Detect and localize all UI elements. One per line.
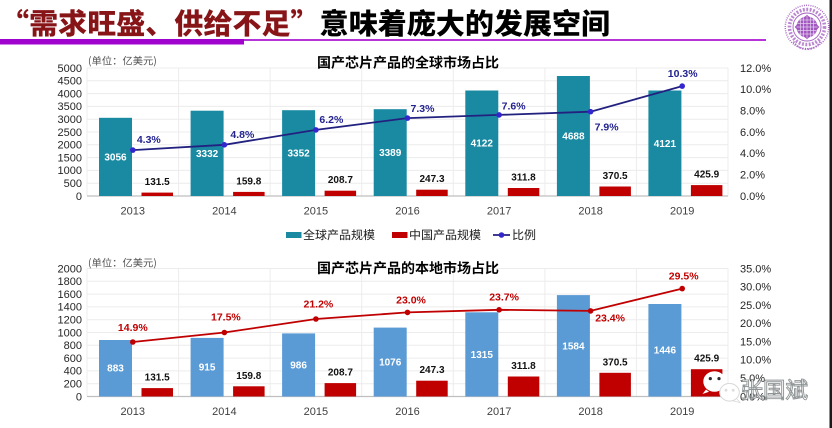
svg-text:1446: 1446 bbox=[654, 346, 677, 357]
svg-text:425.9: 425.9 bbox=[694, 354, 719, 365]
svg-text:3332: 3332 bbox=[196, 149, 219, 160]
svg-text:200: 200 bbox=[64, 379, 82, 391]
svg-text:6.0%: 6.0% bbox=[740, 127, 765, 139]
svg-text:500: 500 bbox=[64, 178, 82, 190]
svg-text:2000: 2000 bbox=[58, 263, 82, 275]
svg-text:7.6%: 7.6% bbox=[502, 100, 527, 112]
svg-text:131.5: 131.5 bbox=[145, 373, 170, 384]
svg-text:25.0%: 25.0% bbox=[740, 300, 771, 312]
svg-text:0: 0 bbox=[76, 391, 82, 403]
svg-text:1500: 1500 bbox=[58, 152, 82, 164]
svg-text:600: 600 bbox=[64, 353, 82, 365]
svg-text:2000: 2000 bbox=[58, 140, 82, 152]
svg-text:2014: 2014 bbox=[212, 206, 236, 218]
svg-text:2016: 2016 bbox=[395, 406, 419, 418]
svg-text:159.8: 159.8 bbox=[236, 371, 261, 382]
svg-text:5000: 5000 bbox=[58, 63, 82, 75]
svg-text:2017: 2017 bbox=[487, 406, 511, 418]
svg-text:7.3%: 7.3% bbox=[411, 103, 436, 115]
svg-text:1200: 1200 bbox=[58, 315, 82, 327]
svg-text:1400: 1400 bbox=[58, 302, 82, 314]
svg-text:2014: 2014 bbox=[212, 406, 236, 418]
svg-text:208.7: 208.7 bbox=[328, 175, 353, 186]
svg-text:15.0%: 15.0% bbox=[740, 336, 771, 348]
svg-text:370.5: 370.5 bbox=[603, 171, 628, 182]
svg-text:23.7%: 23.7% bbox=[489, 291, 519, 303]
svg-text:2.0%: 2.0% bbox=[740, 170, 765, 182]
svg-text:1000: 1000 bbox=[58, 165, 82, 177]
svg-text:247.3: 247.3 bbox=[419, 365, 444, 376]
svg-text:2013: 2013 bbox=[121, 206, 145, 218]
svg-text:1800: 1800 bbox=[58, 276, 82, 288]
svg-text:2018: 2018 bbox=[578, 206, 602, 218]
svg-text:2015: 2015 bbox=[304, 406, 328, 418]
svg-text:23.0%: 23.0% bbox=[396, 294, 426, 306]
svg-text:1584: 1584 bbox=[562, 341, 585, 352]
svg-text:14.9%: 14.9% bbox=[118, 322, 148, 334]
svg-text:4.0%: 4.0% bbox=[740, 148, 765, 160]
svg-text:1076: 1076 bbox=[379, 358, 402, 369]
svg-text:800: 800 bbox=[64, 340, 82, 352]
svg-text:17.5%: 17.5% bbox=[211, 312, 241, 324]
svg-text:311.8: 311.8 bbox=[511, 361, 536, 372]
svg-text:986: 986 bbox=[290, 360, 307, 371]
svg-text:35.0%: 35.0% bbox=[740, 263, 771, 275]
svg-text:425.9: 425.9 bbox=[694, 170, 719, 181]
svg-text:0.0%: 0.0% bbox=[740, 191, 765, 203]
svg-text:2016: 2016 bbox=[395, 206, 419, 218]
svg-text:4122: 4122 bbox=[471, 139, 494, 150]
svg-text:370.5: 370.5 bbox=[603, 357, 628, 368]
svg-text:4.8%: 4.8% bbox=[230, 129, 255, 141]
svg-text:311.8: 311.8 bbox=[511, 173, 536, 184]
svg-text:12.0%: 12.0% bbox=[740, 63, 771, 75]
svg-text:2013: 2013 bbox=[121, 406, 145, 418]
svg-text:4121: 4121 bbox=[654, 139, 677, 150]
svg-text:3056: 3056 bbox=[104, 152, 127, 163]
svg-text:1315: 1315 bbox=[471, 350, 494, 361]
svg-text:10.0%: 10.0% bbox=[740, 355, 771, 367]
svg-text:8.0%: 8.0% bbox=[740, 106, 765, 118]
svg-text:20.0%: 20.0% bbox=[740, 318, 771, 330]
svg-text:2018: 2018 bbox=[578, 406, 602, 418]
svg-text:3500: 3500 bbox=[58, 101, 82, 113]
svg-text:1000: 1000 bbox=[58, 327, 82, 339]
svg-text:159.8: 159.8 bbox=[236, 176, 261, 187]
svg-text:10.0%: 10.0% bbox=[740, 84, 771, 96]
svg-text:400: 400 bbox=[64, 366, 82, 378]
svg-text:10.3%: 10.3% bbox=[668, 68, 698, 80]
svg-text:0: 0 bbox=[76, 191, 82, 203]
svg-text:883: 883 bbox=[107, 364, 124, 375]
svg-text:4500: 4500 bbox=[58, 76, 82, 88]
svg-text:3352: 3352 bbox=[287, 149, 310, 160]
svg-text:4.3%: 4.3% bbox=[137, 134, 162, 146]
svg-text:208.7: 208.7 bbox=[328, 368, 353, 379]
svg-text:915: 915 bbox=[199, 363, 216, 374]
svg-text:2019: 2019 bbox=[670, 406, 694, 418]
svg-text:4000: 4000 bbox=[58, 88, 82, 100]
svg-text:2017: 2017 bbox=[487, 206, 511, 218]
svg-text:4688: 4688 bbox=[562, 132, 585, 143]
svg-text:3000: 3000 bbox=[58, 114, 82, 126]
svg-text:21.2%: 21.2% bbox=[304, 299, 334, 311]
svg-text:2500: 2500 bbox=[58, 127, 82, 139]
svg-text:2015: 2015 bbox=[304, 206, 328, 218]
svg-text:7.9%: 7.9% bbox=[595, 122, 620, 134]
svg-text:29.5%: 29.5% bbox=[669, 271, 699, 283]
svg-text:3389: 3389 bbox=[379, 148, 402, 159]
svg-text:131.5: 131.5 bbox=[145, 177, 170, 188]
svg-text:30.0%: 30.0% bbox=[740, 282, 771, 294]
svg-text:247.3: 247.3 bbox=[419, 174, 444, 185]
svg-text:23.4%: 23.4% bbox=[595, 312, 625, 324]
svg-text:1600: 1600 bbox=[58, 289, 82, 301]
svg-text:6.2%: 6.2% bbox=[319, 114, 344, 126]
svg-text:2019: 2019 bbox=[670, 206, 694, 218]
